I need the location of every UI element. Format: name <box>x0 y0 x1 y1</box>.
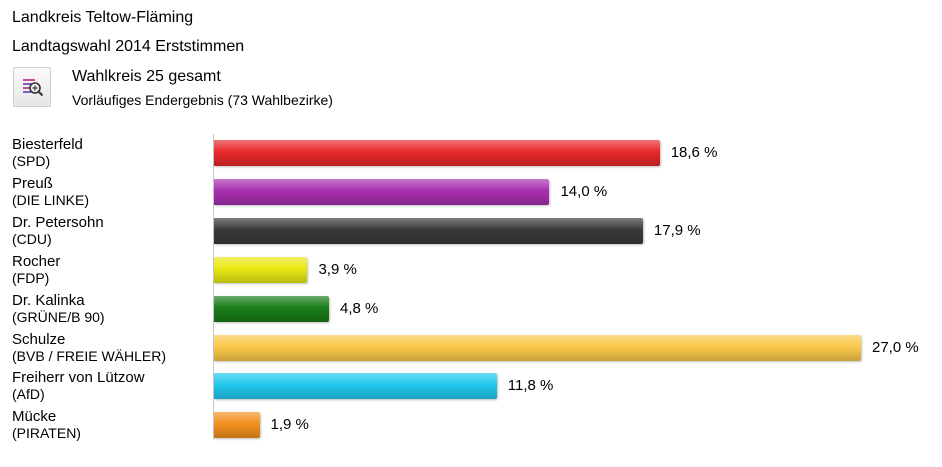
candidate-label: Schulze <box>12 330 66 348</box>
candidate-label: Rocher <box>12 252 61 270</box>
bar <box>214 256 308 283</box>
candidate-label: Mücke <box>12 408 57 426</box>
party-label: (FDP) <box>12 269 50 286</box>
value-label: 4,8 % <box>340 299 379 317</box>
party-label: (PIRATEN) <box>12 425 81 442</box>
bar <box>214 412 260 439</box>
wahlkreis-title: Wahlkreis 25 gesamt <box>72 68 221 85</box>
party-label: (DIE LINKE) <box>12 191 90 208</box>
bar <box>214 217 643 244</box>
chart-axis-line <box>213 134 214 440</box>
bar <box>214 334 861 361</box>
candidate-label: Freiherr von Lützow <box>12 369 145 387</box>
party-label: (CDU) <box>12 230 52 247</box>
bar <box>214 178 550 205</box>
party-label: (BVB / FREIE WÄHLER) <box>12 347 167 364</box>
election-title: Landtagswahl 2014 Erststimmen <box>12 38 245 55</box>
party-label: (AfD) <box>12 386 45 403</box>
bar <box>214 295 330 322</box>
value-label: 3,9 % <box>318 260 357 278</box>
result-status: Vorläufiges Endergebnis (73 Wahlbezirke) <box>72 92 333 108</box>
candidate-label: Biesterfeld <box>12 136 83 153</box>
value-label: 1,9 % <box>270 416 309 434</box>
value-label: 11,8 % <box>507 377 554 395</box>
candidate-label: Dr. Kalinka <box>12 291 85 309</box>
party-label: (GRÜNE/B 90) <box>12 308 105 325</box>
value-label: 27,0 % <box>872 338 919 356</box>
candidate-label: Preuß <box>12 174 53 192</box>
party-label: (SPD) <box>12 153 51 169</box>
region-title: Landkreis Teltow-Fläming <box>12 9 194 26</box>
magnifier-zoom-icon <box>23 79 44 97</box>
value-label: 14,0 % <box>560 182 608 200</box>
bar <box>214 373 497 400</box>
bar <box>214 140 660 166</box>
zoom-button[interactable] <box>13 67 51 107</box>
value-label: 17,9 % <box>653 221 701 239</box>
candidate-label: Dr. Petersohn <box>12 213 104 231</box>
value-label: 18,6 % <box>670 144 718 161</box>
